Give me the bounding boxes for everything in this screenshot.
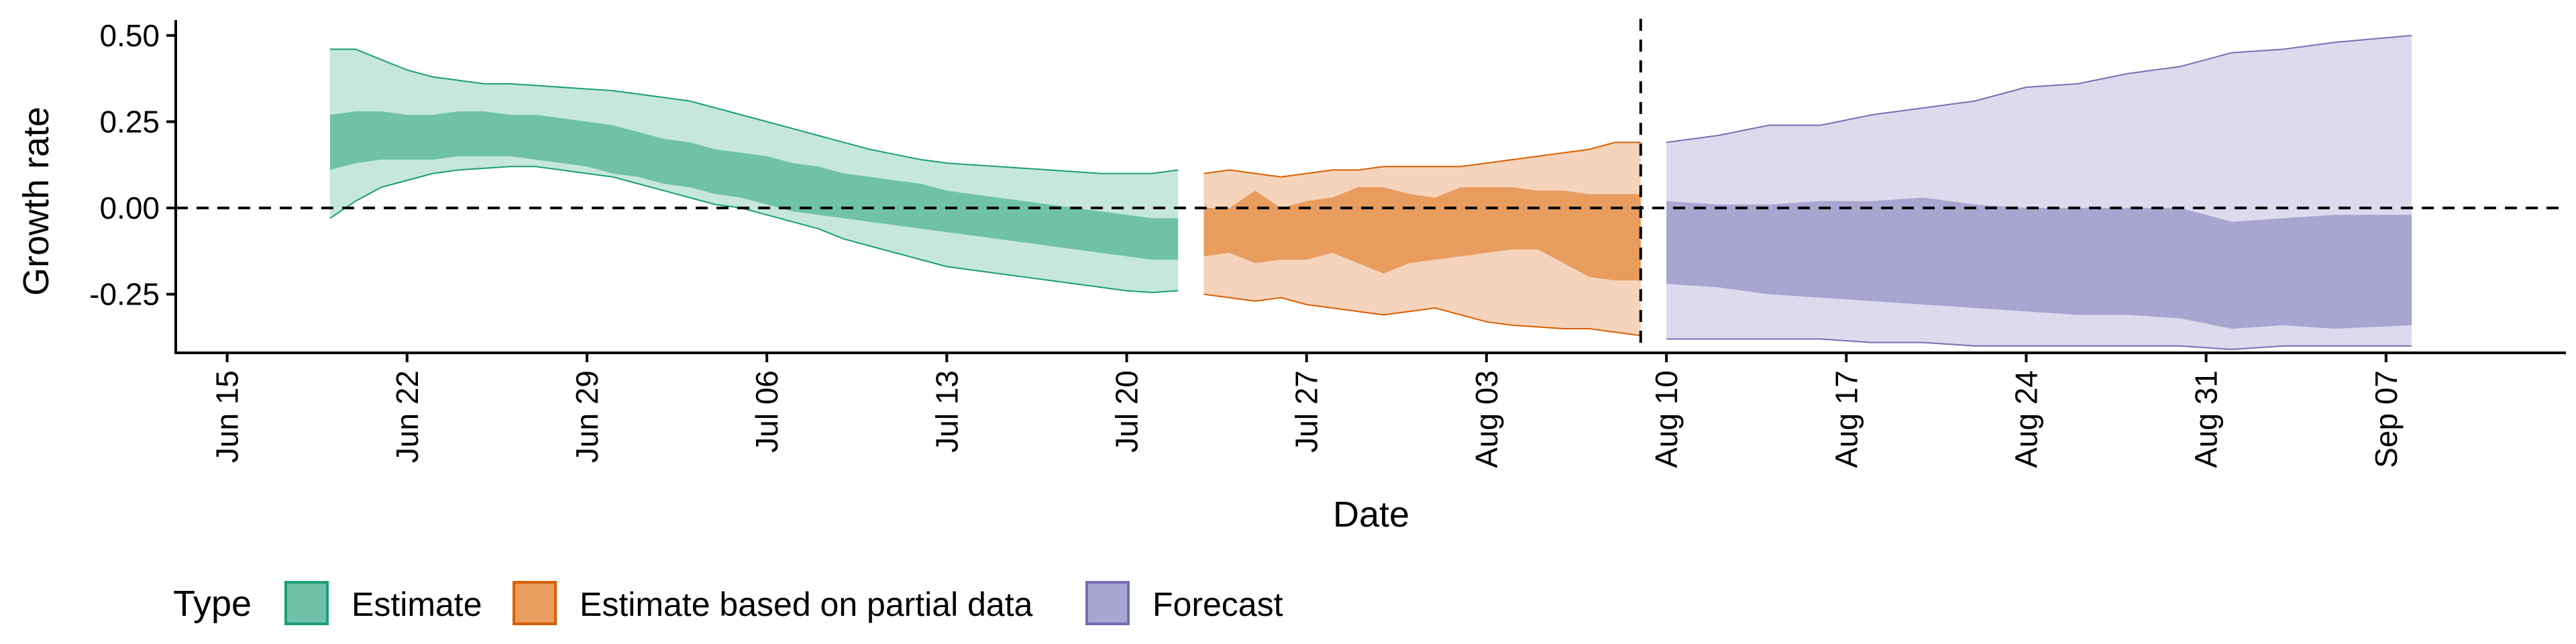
x-axis-title: Date	[1333, 494, 1409, 535]
band-50	[329, 111, 1179, 260]
axes: 0.50 0.25 0.00 -0.25 Jun 15 Jun 22 Jun 29 Jul …	[89, 18, 2566, 468]
x-tick-label: Jul 13	[929, 370, 964, 453]
band-50	[1666, 197, 2412, 329]
legend-label: Forecast	[1152, 586, 1283, 623]
reference-lines	[176, 19, 2566, 353]
legend-item: Forecast	[1085, 581, 1283, 625]
x-tick-label: Jun 22	[390, 370, 425, 463]
series-estimate-based-on-partial-data	[1203, 142, 1641, 337]
band-layer	[329, 34, 2412, 350]
band-90-lower-edge	[1666, 338, 2412, 350]
x-tick-label: Jul 06	[749, 370, 784, 453]
band-90-upper-edge	[1203, 142, 1641, 178]
legend-item: Estimate based on partial data	[513, 581, 1033, 625]
band-90-upper-edge	[1666, 34, 2412, 144]
x-tick-label: Aug 17	[1829, 370, 1864, 468]
legend: Type Estimate Estimate based on partial d…	[173, 581, 1283, 625]
series-estimate	[329, 48, 1179, 294]
band-90-lower-edge	[329, 166, 1179, 294]
legend-key	[1085, 581, 1130, 625]
x-tick-label: Aug 24	[2009, 370, 2044, 468]
y-ticks: 0.50 0.25 0.00 -0.25	[89, 18, 176, 312]
x-tick-label: Jun 15	[210, 370, 245, 463]
x-ticks: Jun 15 Jun 22 Jun 29 Jul 06 Jul 13 Jul 20 Jul …	[210, 353, 2404, 468]
band-50	[1203, 187, 1641, 280]
y-tick-label: 0.25	[99, 104, 160, 139]
band-90-upper-edge	[329, 48, 1179, 174]
y-tick-label: 0.00	[99, 191, 160, 225]
x-tick-label: Jun 29	[570, 370, 604, 463]
y-tick-label: 0.50	[99, 18, 160, 53]
legend-title: Type	[173, 584, 252, 624]
x-tick-label: Sep 07	[2369, 370, 2404, 468]
y-tick-label: -0.25	[89, 277, 160, 312]
legend-label: Estimate based on partial data	[580, 586, 1033, 623]
legend-key	[284, 581, 329, 625]
x-tick-label: Jul 20	[1110, 370, 1144, 453]
y-axis-title: Growth rate	[16, 107, 56, 296]
legend-item: Estimate	[284, 581, 482, 625]
band-90-lower-edge	[1203, 293, 1641, 337]
legend-key	[513, 581, 557, 625]
x-tick-label: Aug 10	[1649, 370, 1684, 468]
x-tick-label: Jul 27	[1289, 370, 1324, 453]
x-tick-label: Aug 31	[2189, 370, 2224, 468]
x-tick-label: Aug 03	[1469, 370, 1504, 468]
legend-label: Estimate	[352, 586, 482, 623]
series-forecast	[1666, 34, 2412, 350]
